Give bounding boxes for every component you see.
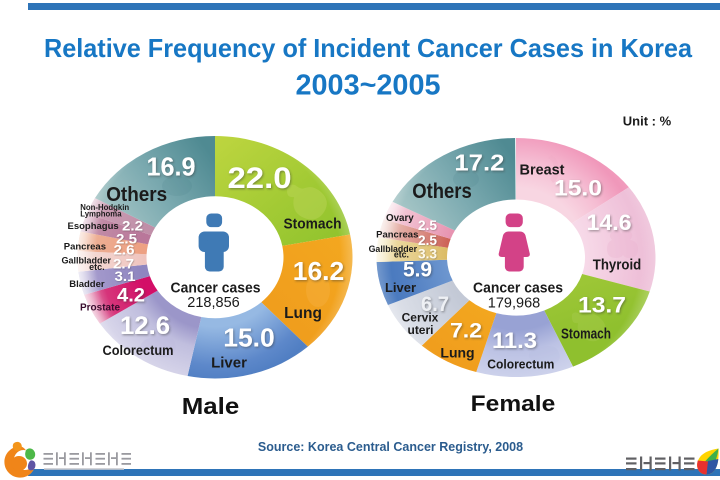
svg-text:2.5: 2.5 [418, 218, 437, 233]
svg-text:Others: Others [412, 180, 472, 203]
svg-text:6.7: 6.7 [421, 293, 449, 316]
svg-text:Lung: Lung [284, 305, 322, 322]
svg-text:11.3: 11.3 [492, 328, 537, 353]
svg-text:179,968: 179,968 [488, 296, 540, 312]
svg-text:Stomach: Stomach [284, 217, 342, 233]
svg-text:Gallbladder: Gallbladder [61, 256, 111, 266]
svg-text:16.9: 16.9 [147, 152, 196, 182]
svg-text:2.6: 2.6 [114, 243, 136, 258]
svg-text:Lung: Lung [440, 345, 474, 361]
svg-text:Cervix: Cervix [402, 311, 439, 325]
svg-text:16.2: 16.2 [293, 256, 345, 286]
svg-text:15.0: 15.0 [223, 323, 275, 353]
svg-text:Female: Female [471, 391, 556, 416]
svg-text:2.5: 2.5 [116, 232, 138, 247]
svg-text:4.2: 4.2 [117, 286, 145, 307]
svg-text:2003~2005: 2003~2005 [296, 70, 441, 102]
svg-text:Breast: Breast [520, 163, 565, 179]
svg-text:etc.: etc. [89, 262, 105, 272]
svg-text:uteri: uteri [407, 323, 433, 337]
svg-text:Relative Frequency of Incident: Relative Frequency of Incident Cancer Ca… [44, 33, 693, 63]
svg-text:Liver: Liver [211, 355, 247, 372]
svg-text:Colorectum: Colorectum [103, 343, 174, 358]
svg-text:17.2: 17.2 [454, 150, 504, 176]
svg-text:Cancer cases: Cancer cases [473, 281, 563, 297]
svg-text:Cancer cases: Cancer cases [171, 281, 261, 297]
svg-text:Prostate: Prostate [80, 303, 120, 314]
svg-text:etc.: etc. [394, 250, 409, 260]
svg-text:Source: Korea Central Cancer R: Source: Korea Central Cancer Registry, 2… [258, 440, 523, 454]
svg-text:Liver: Liver [385, 280, 416, 295]
svg-text:Others: Others [106, 183, 167, 206]
svg-text:Stomach: Stomach [561, 327, 611, 343]
svg-text:14.6: 14.6 [587, 210, 632, 235]
svg-text:22.0: 22.0 [228, 162, 292, 195]
svg-text:2.5: 2.5 [418, 233, 437, 248]
svg-text:Pancreas: Pancreas [376, 230, 418, 241]
svg-text:5.9: 5.9 [403, 259, 432, 282]
svg-text:15.0: 15.0 [554, 176, 602, 201]
svg-text:Non-Hodgkin: Non-Hodgkin [80, 203, 129, 212]
svg-text:Pancreas: Pancreas [64, 242, 106, 253]
svg-text:Lymphoma: Lymphoma [80, 210, 122, 219]
svg-text:Colorectum: Colorectum [487, 357, 554, 372]
svg-text:Male: Male [182, 393, 240, 419]
svg-text:Bladder: Bladder [69, 279, 105, 290]
svg-text:Thyroid: Thyroid [593, 258, 642, 274]
svg-text:Gallbladder: Gallbladder [369, 244, 418, 254]
svg-text:2.2: 2.2 [122, 219, 143, 234]
svg-text:Esophagus: Esophagus [67, 221, 118, 232]
svg-text:218,856: 218,856 [187, 295, 239, 311]
svg-text:3.1: 3.1 [115, 269, 137, 284]
svg-text:Ovary: Ovary [386, 213, 414, 224]
svg-text:Unit : %: Unit : % [623, 114, 672, 129]
svg-text:12.6: 12.6 [120, 312, 170, 340]
svg-text:13.7: 13.7 [578, 292, 626, 317]
svg-text:7.2: 7.2 [450, 320, 482, 343]
svg-text:3.3: 3.3 [418, 247, 437, 262]
svg-text:2.7: 2.7 [113, 257, 134, 272]
